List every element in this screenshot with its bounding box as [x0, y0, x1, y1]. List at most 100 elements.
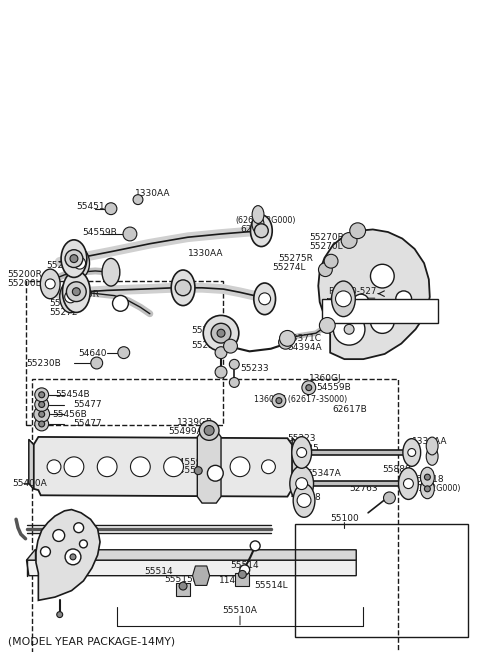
Text: 53371C: 53371C [287, 334, 322, 343]
Ellipse shape [60, 281, 82, 313]
Text: (MODEL YEAR PACKAGE-14MY): (MODEL YEAR PACKAGE-14MY) [9, 636, 176, 647]
Circle shape [211, 323, 231, 343]
Circle shape [240, 565, 250, 575]
Ellipse shape [254, 283, 276, 315]
Ellipse shape [62, 271, 90, 312]
Circle shape [302, 380, 316, 394]
Text: 55250A: 55250A [192, 326, 227, 335]
Circle shape [47, 460, 61, 474]
Bar [322, 299, 438, 323]
Text: 33135: 33135 [290, 444, 319, 453]
Text: (62618-2G000): (62618-2G000) [235, 216, 296, 225]
Text: A: A [213, 469, 218, 478]
Text: 55530R: 55530R [64, 290, 99, 298]
Circle shape [194, 466, 202, 474]
Circle shape [217, 329, 225, 337]
Circle shape [344, 324, 354, 335]
Text: 1330AA: 1330AA [412, 437, 447, 446]
Text: 55510A: 55510A [223, 605, 257, 615]
Circle shape [203, 316, 239, 351]
Circle shape [39, 401, 45, 407]
Text: 55515R: 55515R [164, 575, 199, 584]
Text: A: A [118, 299, 123, 308]
Circle shape [341, 233, 357, 249]
Circle shape [91, 357, 103, 369]
Circle shape [199, 420, 219, 440]
Text: 55200L: 55200L [8, 279, 41, 289]
Text: 55454B: 55454B [55, 390, 90, 400]
Circle shape [224, 339, 238, 353]
Text: 52763: 52763 [349, 484, 378, 493]
Ellipse shape [40, 269, 60, 298]
Polygon shape [197, 430, 221, 503]
Bar [295, 524, 468, 638]
Circle shape [66, 282, 86, 302]
Text: 55477: 55477 [73, 419, 102, 428]
Circle shape [336, 291, 351, 307]
Bar [32, 379, 398, 656]
Circle shape [279, 331, 295, 346]
Circle shape [396, 291, 411, 307]
Circle shape [371, 310, 394, 333]
Ellipse shape [70, 249, 90, 278]
Text: 1360GK (62617-3S000): 1360GK (62617-3S000) [254, 395, 348, 404]
Circle shape [65, 291, 76, 303]
Text: 55888: 55888 [292, 493, 321, 502]
Text: 55256: 55256 [191, 341, 220, 350]
Circle shape [65, 250, 83, 268]
Text: 55499A: 55499A [168, 427, 203, 436]
Polygon shape [176, 583, 190, 596]
Circle shape [262, 460, 276, 474]
Ellipse shape [61, 240, 87, 277]
Circle shape [259, 293, 271, 305]
Polygon shape [26, 560, 356, 576]
Circle shape [319, 262, 332, 277]
Circle shape [118, 347, 130, 359]
Bar [25, 281, 223, 424]
Ellipse shape [171, 270, 195, 306]
Circle shape [239, 571, 246, 579]
Circle shape [250, 541, 260, 551]
Ellipse shape [251, 215, 272, 247]
Text: 55215A: 55215A [47, 260, 81, 270]
Text: 55270R: 55270R [309, 233, 344, 241]
Circle shape [333, 314, 365, 345]
Polygon shape [34, 437, 292, 497]
Polygon shape [36, 510, 100, 600]
Text: 55456B: 55456B [53, 410, 87, 419]
Ellipse shape [252, 205, 264, 224]
Text: 54559B: 54559B [174, 466, 208, 475]
Circle shape [74, 257, 85, 269]
Text: 1330AA: 1330AA [135, 189, 170, 197]
Ellipse shape [426, 437, 438, 455]
Circle shape [215, 347, 227, 359]
Circle shape [371, 264, 394, 288]
Text: 55270L: 55270L [309, 242, 342, 251]
Text: 55272: 55272 [49, 308, 78, 317]
Text: 55514L: 55514L [254, 581, 288, 590]
Text: 1339GB: 1339GB [178, 417, 214, 426]
Circle shape [324, 255, 338, 268]
Ellipse shape [290, 466, 313, 501]
Circle shape [164, 457, 183, 477]
Circle shape [353, 294, 369, 310]
Circle shape [53, 529, 65, 541]
Text: 55530L: 55530L [49, 299, 83, 308]
Circle shape [229, 377, 239, 388]
Circle shape [319, 318, 335, 333]
Text: 55145D: 55145D [325, 298, 361, 306]
Polygon shape [292, 438, 297, 497]
Text: 55200R: 55200R [8, 270, 42, 279]
Circle shape [35, 388, 48, 401]
Circle shape [350, 223, 366, 239]
Circle shape [424, 474, 431, 480]
Circle shape [272, 394, 286, 407]
Circle shape [34, 406, 49, 422]
Text: 55233: 55233 [240, 364, 269, 373]
Polygon shape [295, 450, 416, 455]
Ellipse shape [426, 447, 438, 465]
Text: 55223: 55223 [288, 434, 316, 443]
Text: 55230B: 55230B [26, 359, 61, 367]
Circle shape [133, 195, 143, 205]
Text: 55100: 55100 [330, 514, 359, 523]
